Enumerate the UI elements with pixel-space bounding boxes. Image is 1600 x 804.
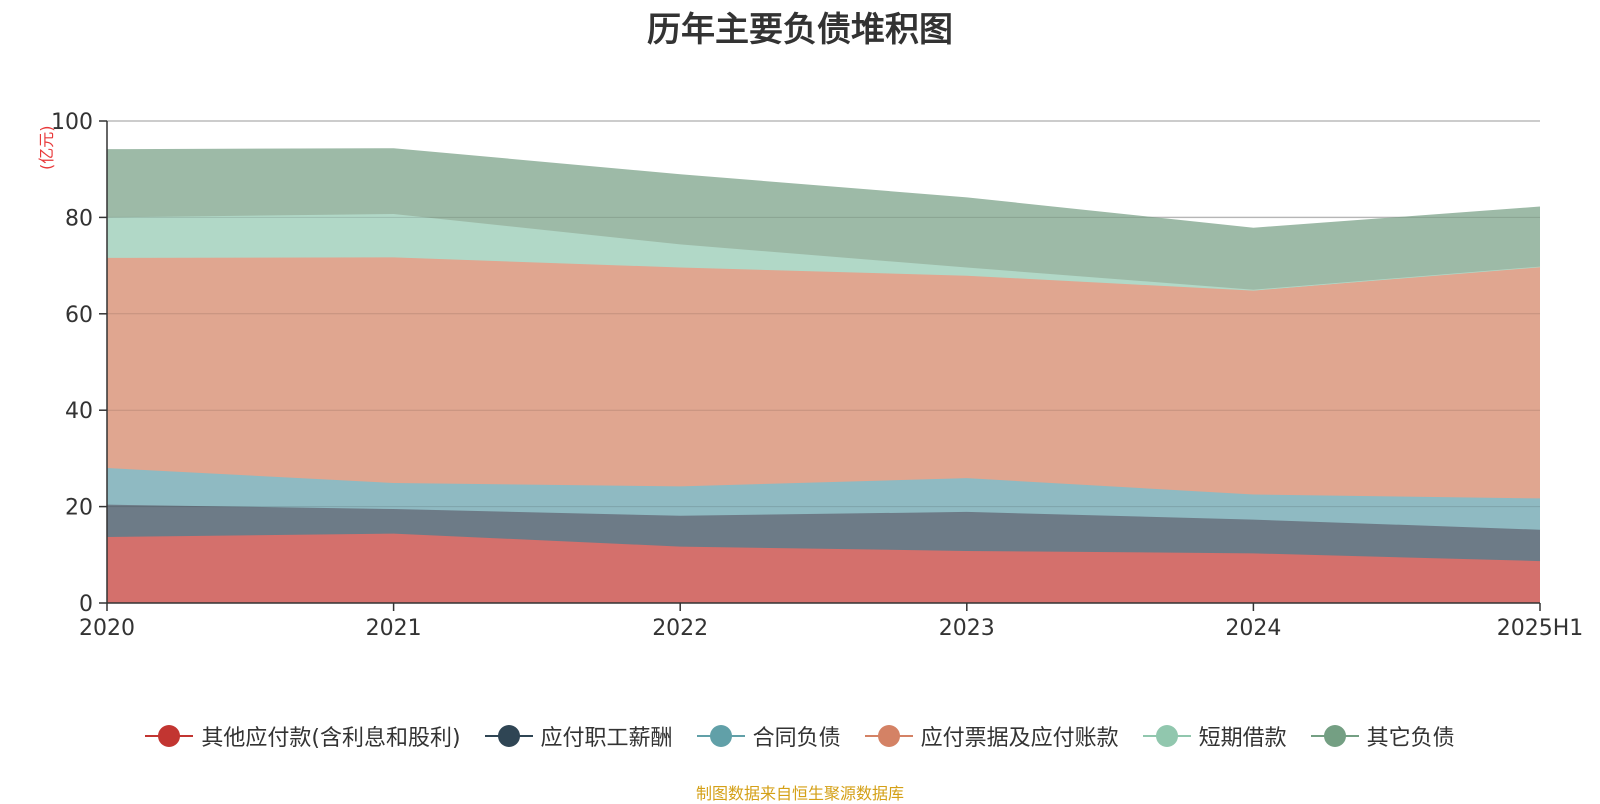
legend-item[interactable]: 应付职工薪酬: [484, 720, 673, 752]
x-tick-label: 2023: [939, 616, 995, 641]
area-edge-series-3: [106, 467, 1541, 500]
legend-marker-icon: [145, 724, 194, 748]
legend-label: 应付票据及应付账款: [920, 726, 1119, 751]
legend-item[interactable]: 短期借款: [1142, 720, 1287, 752]
x-tick-label: 2021: [366, 616, 422, 641]
area-series-4: [107, 257, 1540, 499]
area-series-6: [107, 148, 1540, 290]
stacked-area-chart: 0 20 40 60 80 100 2020 2021 2022 2023 2024 2025H1: [51, 110, 1584, 641]
y-tick-label: 60: [65, 303, 93, 328]
y-tick-label: 80: [65, 206, 93, 231]
legend-label: 其他应付款(含利息和股利): [201, 726, 461, 751]
legend-item[interactable]: 应付票据及应付账款: [864, 720, 1119, 752]
x-tick-label: 2022: [652, 616, 708, 641]
legend-label: 短期借款: [1198, 726, 1287, 751]
legend-marker-icon: [1310, 724, 1359, 748]
legend-label: 应付职工薪酬: [540, 726, 673, 751]
legend-marker-icon: [864, 724, 913, 748]
chart-title: 历年主要负债堆积图: [647, 10, 953, 50]
y-tick-label: 40: [65, 399, 93, 424]
legend: 其他应付款(含利息和股利) 应付职工薪酬 合同负债 应付票据及应付账款 短期借款 其它负债: [0, 720, 1600, 752]
legend-item[interactable]: 其他应付款(含利息和股利): [145, 720, 461, 752]
area-series-2: [107, 504, 1540, 562]
legend-item[interactable]: 合同负债: [696, 720, 841, 752]
y-tick-label: 100: [51, 110, 93, 135]
y-tick-label: 0: [79, 592, 93, 617]
area-series-3: [107, 468, 1540, 530]
area-edge-series-6: [106, 148, 1541, 230]
legend-item[interactable]: 其它负债: [1310, 720, 1455, 752]
x-tick-label: 2024: [1225, 616, 1281, 641]
area-series-1: [107, 533, 1540, 603]
legend-marker-icon: [1142, 724, 1191, 748]
area-series-5: [107, 214, 1540, 291]
x-tick-label: 2025H1: [1497, 616, 1584, 641]
area-edge-series-1: [106, 532, 1541, 562]
legend-label: 合同负债: [752, 726, 841, 751]
y-tick-label: 20: [65, 496, 93, 521]
legend-label: 其它负债: [1366, 726, 1455, 751]
x-tick-label: 2020: [79, 616, 135, 641]
legend-marker-icon: [484, 724, 533, 748]
legend-marker-icon: [696, 724, 745, 748]
source-note: 制图数据来自恒生聚源数据库: [695, 784, 904, 803]
